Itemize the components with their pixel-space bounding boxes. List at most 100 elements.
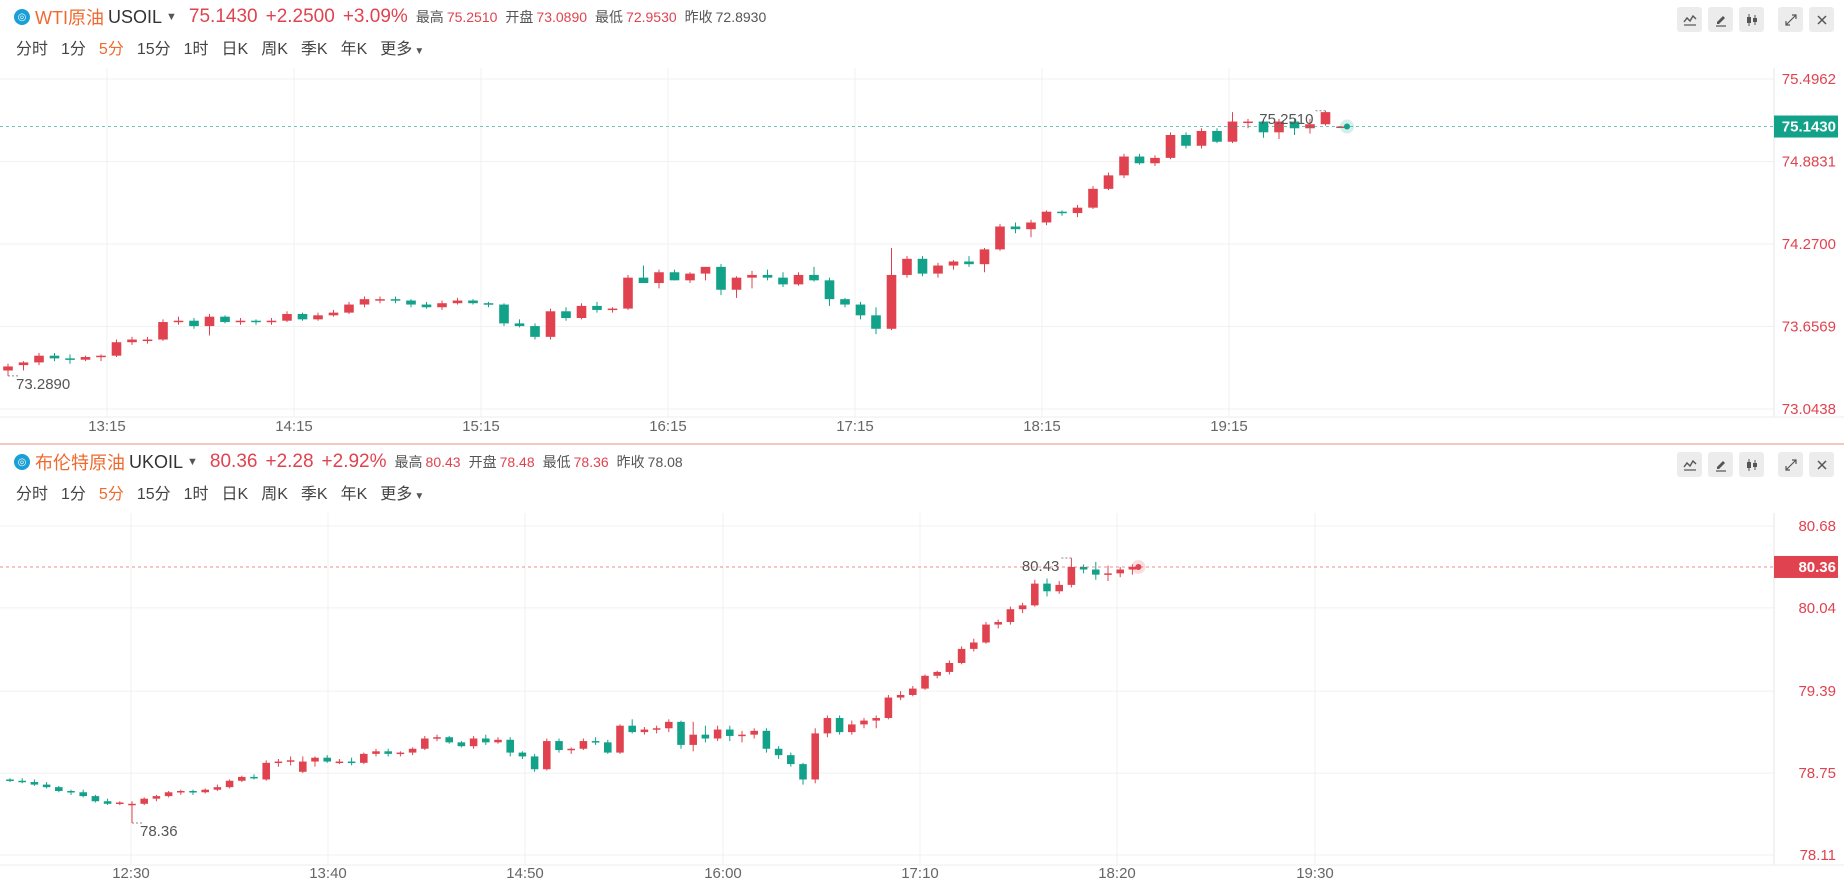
candle-body xyxy=(1320,112,1331,125)
timeframe-tab[interactable]: 分时 xyxy=(16,486,49,503)
candle-body xyxy=(372,751,380,754)
open-label: 开盘 xyxy=(505,9,534,25)
timeframe-tab[interactable]: 季K xyxy=(300,486,328,503)
fullscreen-icon[interactable] xyxy=(1778,7,1803,32)
timeframe-tab[interactable]: 周K xyxy=(261,41,288,58)
candle-body xyxy=(311,757,319,762)
candle-body xyxy=(494,739,502,743)
price-tick-label: 74.8831 xyxy=(1782,154,1836,171)
candle-body xyxy=(933,671,941,676)
low-value: 78.36 xyxy=(573,454,609,470)
fullscreen-icon[interactable] xyxy=(1778,452,1803,477)
close-icon[interactable] xyxy=(1809,7,1834,32)
candle-body xyxy=(579,741,588,749)
candle-body xyxy=(286,760,295,762)
high-marker-label: 75.2510 xyxy=(1259,111,1313,128)
more-timeframes-button[interactable]: 更多 ▼ xyxy=(380,480,424,504)
candle-body xyxy=(164,792,173,797)
timeframe-tab[interactable]: 15分 xyxy=(136,486,171,503)
time-tick-label: 19:30 xyxy=(1296,865,1334,882)
candle-body xyxy=(652,728,661,730)
candle-body xyxy=(726,729,734,736)
candle-body xyxy=(142,339,153,342)
candle-body xyxy=(328,312,339,316)
timeframe-tab[interactable]: 分时 xyxy=(16,41,49,58)
chevron-down-icon[interactable]: ▼ xyxy=(166,11,177,23)
candle-body xyxy=(787,755,795,765)
timeframe-tab[interactable]: 年K xyxy=(340,486,368,503)
candle-body xyxy=(824,280,835,300)
draw-pen-icon[interactable] xyxy=(1708,7,1733,32)
price-tick-label: 73.6569 xyxy=(1782,319,1836,336)
price-change: +2.2500 xyxy=(265,6,335,27)
more-timeframes-button[interactable]: 更多 ▼ xyxy=(380,35,424,59)
draw-pen-icon[interactable] xyxy=(1708,452,1733,477)
candle-body xyxy=(591,741,600,743)
candle-body xyxy=(793,274,804,285)
instrument-code[interactable]: USOIL xyxy=(108,6,163,27)
candle-body xyxy=(173,320,184,323)
time-tick-label: 13:15 xyxy=(88,418,126,435)
timeframe-tab-active[interactable]: 5分 xyxy=(98,41,124,58)
time-tick-label: 17:10 xyxy=(901,865,939,882)
timeframe-tab[interactable]: 年K xyxy=(340,41,368,58)
candle-type-icon[interactable] xyxy=(1739,452,1764,477)
candle-body xyxy=(1128,566,1137,570)
chevron-down-icon[interactable]: ▼ xyxy=(187,456,198,468)
instrument-name[interactable]: 布伦特原油 xyxy=(35,453,125,473)
timeframe-tab[interactable]: 1分 xyxy=(61,486,86,503)
candle-body xyxy=(6,779,14,781)
candle-body xyxy=(189,790,197,793)
candle-body xyxy=(140,798,148,804)
candle-body xyxy=(482,738,490,743)
indicator-icon[interactable] xyxy=(1677,7,1702,32)
candlestick-chart-brent[interactable]: 80.68 80.04 79.39 78.75 78.11 12:30 13:40 14:50… xyxy=(0,445,1844,891)
candle-body xyxy=(437,303,447,308)
instrument-code[interactable]: UKOIL xyxy=(129,451,184,472)
candle-body xyxy=(1067,566,1076,585)
chart-toolbar xyxy=(1671,7,1834,32)
candle-body xyxy=(189,320,199,327)
candle-body xyxy=(700,266,711,274)
chevron-down-icon: ▼ xyxy=(414,491,425,502)
time-tick-label: 18:20 xyxy=(1098,865,1136,882)
last-price-badge xyxy=(1774,555,1838,578)
timeframe-tab-active[interactable]: 5分 xyxy=(98,486,124,503)
timeframe-tab[interactable]: 15分 xyxy=(136,41,171,58)
indicator-icon[interactable] xyxy=(1677,452,1702,477)
candle-body xyxy=(964,261,974,265)
candle-body xyxy=(576,305,587,319)
candle-body xyxy=(1165,135,1176,158)
candle-body xyxy=(1026,222,1036,230)
candle-body xyxy=(731,277,742,290)
candle-type-icon[interactable] xyxy=(1739,7,1764,32)
instrument-name[interactable]: WTI原油 xyxy=(35,8,104,28)
candlestick-chart-wti[interactable]: 75.4962 74.8831 74.2700 73.6569 73.0438 13:15… xyxy=(0,0,1844,443)
candle-body xyxy=(1227,121,1238,142)
candle-body xyxy=(1041,211,1052,223)
candle-body xyxy=(762,730,771,749)
timeframe-tab[interactable]: 1时 xyxy=(183,486,209,503)
close-icon[interactable] xyxy=(1809,452,1834,477)
time-tick-label: 17:15 xyxy=(836,418,874,435)
prev-close-value: 72.8930 xyxy=(715,9,767,25)
candle-body xyxy=(266,320,277,323)
candle-body xyxy=(91,796,100,802)
high-value: 80.43 xyxy=(425,454,461,470)
candle-body xyxy=(483,303,494,305)
timeframe-tab[interactable]: 1分 xyxy=(61,41,86,58)
candle-body xyxy=(49,355,60,359)
panel-header: ◎ 布伦特原油 UKOIL ▼ 80.36 +2.28 +2.92% 最高 80… xyxy=(0,445,1844,513)
timeframe-tab[interactable]: 日K xyxy=(221,41,249,58)
candle-body xyxy=(1181,135,1191,146)
candle-body xyxy=(1043,583,1051,592)
candle-body xyxy=(79,792,87,797)
timeframe-tab[interactable]: 日K xyxy=(221,486,249,503)
candle-body xyxy=(774,748,783,756)
timeframe-tab[interactable]: 季K xyxy=(300,41,328,58)
candle-body xyxy=(1116,569,1124,574)
timeframe-tab[interactable]: 1时 xyxy=(183,41,209,58)
candle-body xyxy=(628,725,636,733)
timeframe-tab[interactable]: 周K xyxy=(261,486,288,503)
last-price-badge-label: 80.36 xyxy=(1798,559,1836,576)
